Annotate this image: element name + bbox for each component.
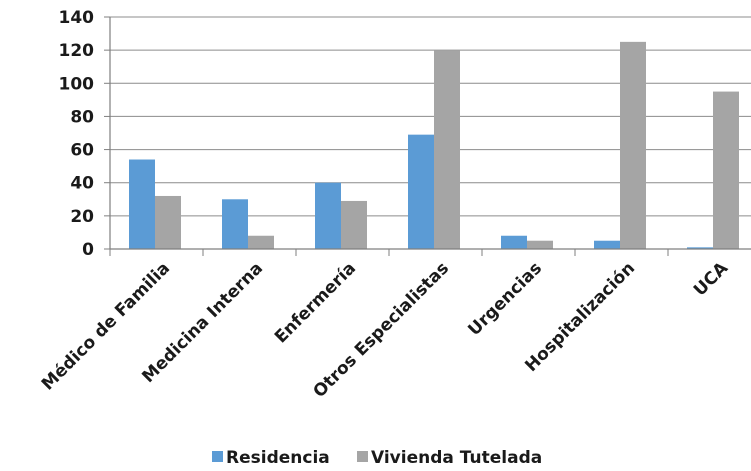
legend-label: Residencia xyxy=(226,448,330,468)
legend-label: Vivienda Tutelada xyxy=(371,448,542,468)
bar-vivienda-tutelada xyxy=(155,195,181,249)
y-tick-label: 100 xyxy=(59,74,95,94)
bar-residencia xyxy=(594,240,620,249)
bar-residencia xyxy=(501,235,527,249)
bar-residencia xyxy=(129,159,155,249)
y-tick-label: 40 xyxy=(70,174,94,194)
y-tick-label: 20 xyxy=(70,207,94,227)
bar-residencia xyxy=(222,199,248,249)
category-label: UCA xyxy=(690,258,733,301)
y-tick-label: 0 xyxy=(82,240,94,260)
bar-vivienda-tutelada xyxy=(434,50,460,250)
bar-vivienda-tutelada xyxy=(248,235,274,249)
bar-residencia xyxy=(315,182,341,249)
bar-vivienda-tutelada xyxy=(620,41,646,249)
bar-residencia xyxy=(687,247,713,249)
category-label: Enfermería xyxy=(271,258,360,347)
y-tick-label: 140 xyxy=(59,8,95,28)
legend-swatch xyxy=(212,451,223,462)
bars xyxy=(129,41,739,250)
y-tick-label: 80 xyxy=(70,107,94,127)
legend-swatch xyxy=(357,451,368,462)
bar-residencia xyxy=(408,134,434,249)
legend: Residencia Vivienda Tutelada xyxy=(212,448,542,468)
category-label: Urgencias xyxy=(464,258,546,340)
y-tick-label: 60 xyxy=(70,141,94,161)
bar-vivienda-tutelada xyxy=(341,200,367,249)
y-tick-label: 120 xyxy=(59,41,95,61)
y-axis: 0 20 40 60 80 100 120 140 xyxy=(59,8,111,260)
bar-vivienda-tutelada xyxy=(713,91,739,249)
bar-vivienda-tutelada xyxy=(527,240,553,249)
